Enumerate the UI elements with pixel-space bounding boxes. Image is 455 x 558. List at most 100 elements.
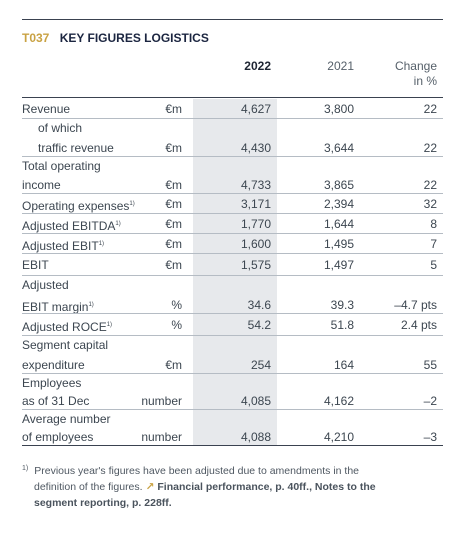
row-label: Average number	[22, 412, 111, 426]
row-unit: €m	[165, 178, 182, 192]
value-2022: 1,770	[240, 217, 271, 231]
row-divider	[22, 233, 443, 234]
row-unit: €m	[165, 258, 182, 272]
value-2021: 3,800	[323, 102, 354, 116]
value-2021: 3,644	[323, 141, 354, 155]
row-label: Employees	[22, 376, 82, 390]
row-label-line2: of employees	[22, 430, 94, 444]
table-row: Total operating income €m 4,733 3,865 22	[22, 157, 443, 194]
table-row: Segment capital expenditure €m 254 164 55	[22, 336, 443, 374]
header-change-line2: in %	[413, 74, 437, 88]
value-2021: 2,394	[323, 197, 354, 211]
row-label: Total operating	[22, 159, 101, 173]
row-label: Adjusted ROCE1)	[22, 320, 113, 334]
table-row: Revenue €m 4,627 3,800 22	[22, 99, 443, 119]
footnote-link-1[interactable]: Financial performance, p. 40ff., Notes t…	[157, 481, 376, 493]
table-row: Operating expenses1) €m 3,171 2,394 32	[22, 194, 443, 214]
row-label: Segment capital	[22, 338, 109, 352]
row-divider	[22, 253, 443, 254]
table-row: Adjusted EBIT1) €m 1,600 1,495 7	[22, 234, 443, 254]
header-change-line1: Change	[394, 59, 437, 73]
footnote-ref: 1)	[115, 221, 121, 227]
row-label-line2: traffic revenue	[38, 141, 114, 155]
row-unit: €m	[165, 237, 182, 251]
arrow-icon: ↗	[145, 481, 155, 493]
value-2022: 4,088	[240, 430, 271, 444]
row-unit: €m	[165, 358, 182, 372]
row-divider	[22, 118, 443, 119]
row-label: EBIT	[22, 258, 49, 272]
row-label-line2: expenditure	[22, 358, 85, 372]
value-2022: 254	[250, 358, 271, 372]
value-2021: 51.8	[330, 318, 354, 332]
row-divider	[22, 156, 443, 157]
value-2022: 1,600	[240, 237, 271, 251]
header-2021: 2021	[327, 59, 354, 73]
footnote-ref: 1)	[106, 322, 113, 328]
value-change: –3	[423, 430, 437, 444]
footnote-mark: 1)	[22, 465, 29, 472]
row-label-line2: EBIT margin1)	[22, 300, 94, 314]
row-label: of which	[38, 121, 83, 135]
value-2022: 3,171	[240, 197, 271, 211]
value-change: 22	[423, 141, 437, 155]
row-label: Adjusted	[22, 278, 69, 292]
table-rule-top	[22, 97, 443, 98]
footnote: 1) Previous year's figures have been adju…	[22, 461, 402, 511]
header-change: Change in %	[360, 59, 437, 89]
value-change: 2.4 pts	[400, 318, 437, 332]
row-divider	[22, 313, 443, 314]
value-change: 8	[430, 217, 437, 231]
row-unit: €m	[165, 197, 182, 211]
table-row: Adjusted EBIT margin1)% 34.6 39.3 –4.7 pts	[22, 276, 443, 314]
row-divider	[22, 193, 443, 194]
row-unit: €m	[165, 141, 182, 155]
table-row: Employees as of 31 Dec number 4,085 4,162 –2	[22, 374, 443, 410]
value-2022: 4,733	[240, 178, 271, 192]
footnote-link-2[interactable]: segment reporting, p. 228ff.	[34, 497, 172, 509]
value-2022: 54.2	[247, 318, 271, 332]
value-change: –2	[423, 394, 437, 408]
value-change: 55	[423, 358, 437, 372]
table-title: T037 KEY FIGURES LOGISTICS	[22, 31, 209, 45]
row-divider	[22, 275, 443, 276]
value-change: 5	[430, 258, 437, 272]
header-2022: 2022	[244, 59, 271, 73]
value-change: 7	[430, 237, 437, 251]
row-divider	[22, 335, 443, 336]
value-2022: 4,085	[240, 394, 271, 408]
row-unit: number	[141, 394, 182, 408]
row-unit: %	[171, 298, 182, 312]
row-label-line2: income	[22, 178, 61, 192]
footnote-text-2: definition of the figures.	[34, 481, 143, 493]
value-2021: 164	[333, 358, 354, 372]
value-change: 32	[423, 197, 437, 211]
value-change: 22	[423, 102, 437, 116]
row-label: Operating expenses1)	[22, 199, 135, 213]
footnote-ref: 1)	[88, 302, 94, 308]
row-unit: number	[141, 430, 182, 444]
value-2021: 1,644	[323, 217, 354, 231]
row-label: Adjusted EBIT1)	[22, 239, 105, 253]
value-2022: 1,575	[240, 258, 271, 272]
row-divider	[22, 373, 443, 374]
table-row: Adjusted EBITDA1) €m 1,770 1,644 8	[22, 214, 443, 234]
value-change: 22	[423, 178, 437, 192]
value-2022: 4,430	[240, 141, 271, 155]
row-divider	[22, 409, 443, 410]
value-2021: 4,210	[323, 430, 354, 444]
table-row: of which traffic revenue €m 4,430 3,644 22	[22, 119, 443, 157]
footnote-ref: 1)	[129, 201, 135, 207]
table-row: Adjusted ROCE1)% 54.2 51.8 2.4 pts	[22, 314, 443, 336]
value-2021: 39.3	[330, 298, 354, 312]
value-2021: 3,865	[323, 178, 354, 192]
table-name: KEY FIGURES LOGISTICS	[59, 31, 209, 45]
footnote-text-1: Previous year's figures have been adjust…	[34, 465, 360, 477]
row-unit: %	[171, 318, 182, 332]
value-2021: 4,162	[323, 394, 354, 408]
row-label-line2: as of 31 Dec	[22, 394, 90, 408]
row-label: Revenue	[22, 102, 71, 116]
row-unit: €m	[165, 217, 182, 231]
table-code: T037	[22, 31, 50, 45]
value-2022: 4,627	[240, 102, 271, 116]
